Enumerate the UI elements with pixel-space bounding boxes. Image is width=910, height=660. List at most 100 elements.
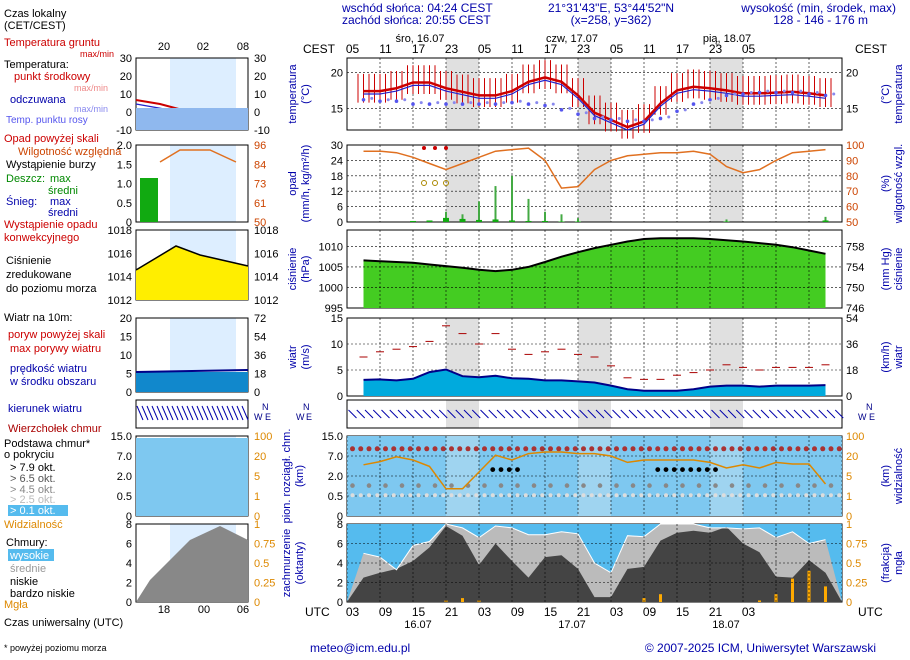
tick-right: 0.25	[846, 578, 867, 590]
cloud-base-dot	[474, 493, 479, 498]
legend-tick-left: 0.5	[117, 491, 132, 503]
storm-marker	[422, 146, 426, 150]
legend-rain-max: max	[50, 173, 71, 185]
cloud-top-dot	[622, 446, 628, 452]
utc-hour-label: 03	[742, 605, 756, 619]
dew-point	[823, 93, 828, 98]
tick-left: 2.0	[328, 471, 343, 483]
cloud-base-dot	[705, 493, 710, 498]
fog-bar	[824, 586, 827, 602]
wind-arrow	[579, 409, 588, 419]
dew-point	[403, 98, 407, 102]
legend-hour-top-1: 20	[158, 41, 170, 53]
legend-snow: Śnieg:	[6, 195, 37, 208]
cloud-base-dot	[383, 493, 388, 498]
grid-text: (x=258, y=362)	[571, 13, 652, 27]
legend-cover-fill	[136, 526, 248, 602]
cloud-base-dot	[630, 483, 636, 488]
axis-label: ciśnienie (hPa)	[287, 248, 312, 291]
wind-arrow	[669, 409, 679, 419]
cloud-base-dot	[721, 493, 726, 498]
dew-point	[609, 118, 613, 122]
cloud-top-dot	[449, 446, 454, 452]
legend-tick-left: 0	[126, 387, 132, 399]
rain-mid-bar	[723, 221, 730, 222]
legend-tick-left: 15	[120, 332, 132, 344]
wind-arrow	[620, 409, 630, 419]
cloud-top-dot	[539, 446, 545, 452]
cloud-top-dot	[399, 446, 405, 452]
dew-point	[386, 98, 390, 102]
cloud-base-dot	[631, 493, 635, 498]
legend-tick-right: 20	[254, 71, 266, 83]
cloud-top-dot	[803, 446, 809, 452]
cloud-base-dot	[589, 493, 594, 498]
legend-cover-title: Chmury:	[6, 537, 48, 549]
legend-wind-arrow	[226, 405, 234, 421]
wind-arrow	[471, 409, 481, 419]
cloud-base-dot	[400, 493, 404, 498]
rain-mid-bar	[492, 219, 499, 222]
wind-arrow	[768, 409, 778, 419]
dew-point	[601, 115, 605, 119]
axis-label-text: (oktanty)	[294, 542, 306, 585]
dew-point	[749, 91, 753, 95]
dew-point	[642, 119, 646, 124]
tick-left: 15	[331, 103, 343, 115]
legend-tick-left: 1.0	[117, 179, 132, 191]
legend-temp-feels-sub: max/min	[74, 104, 108, 114]
axis-label-text: wiatr	[893, 345, 905, 370]
legend-tick-left: 0	[126, 217, 132, 229]
wind-arrow	[562, 409, 572, 419]
legend-tick-left: 20	[120, 313, 132, 325]
dew-point	[568, 106, 572, 110]
legend-temp-title: Temperatura:	[4, 59, 69, 71]
legend-snow-mid: średni	[48, 207, 78, 219]
storm-marker	[433, 146, 437, 150]
utc-hour-label: 09	[511, 605, 525, 619]
cloud-top-dot	[647, 446, 652, 452]
cloud-base-dot	[754, 493, 759, 498]
cloud-base-dot	[523, 493, 528, 498]
legend-cover-mid: średnie	[10, 563, 46, 575]
local-hour-label: 17	[412, 42, 426, 56]
elevation-values: 128 - 146 - 176 m	[773, 13, 868, 27]
cloud-base-dot	[730, 493, 734, 498]
day-label-2: czw, 17.07	[546, 33, 598, 45]
legend-footnote: * powyżej poziomu morza	[4, 643, 107, 653]
legend-tick-left: 0	[126, 597, 132, 609]
utc-hour-label: 15	[412, 605, 426, 619]
wind-arrow	[760, 409, 770, 419]
cloud-top-dot	[746, 446, 751, 452]
axis-label-text: ciśnienie	[287, 248, 299, 291]
cloud-base-dot	[812, 493, 817, 498]
cloud-top-dot	[572, 446, 578, 452]
cloud-base-dot	[424, 493, 429, 498]
legend-wind-arrow	[241, 405, 249, 421]
tick-left: 1005	[319, 262, 343, 274]
legend-tick-left: 2.0	[117, 140, 132, 152]
legend-hour-top-2: 02	[197, 41, 209, 53]
cloud-top-dot	[729, 446, 735, 452]
wind-arrow	[612, 409, 621, 419]
legend-wind-arrow	[201, 405, 209, 421]
wind-arrow	[653, 409, 663, 419]
legend-tick-right: 20	[254, 451, 266, 463]
legend-night-precip	[170, 145, 236, 222]
cloud-base-dot	[565, 493, 569, 498]
local-hour-label: 11	[511, 42, 524, 56]
footer-email[interactable]: meteo@icm.edu.pl	[310, 641, 410, 655]
coords-text: 21°31'43"E, 53°44'52"N	[548, 1, 674, 15]
legend-precip-above: Opad powyżej skali	[4, 133, 99, 145]
legend-tick-right: 1	[254, 491, 260, 503]
utc-hour-label: 03	[346, 605, 360, 619]
rain-mid-bar	[509, 220, 515, 222]
legend-tick-left: 20	[120, 71, 132, 83]
dew-point	[592, 116, 597, 121]
legend-wind-arrow	[161, 405, 169, 421]
dew-point	[617, 116, 621, 120]
rain-mid-bar	[459, 218, 466, 222]
cloud-top-dot	[416, 446, 421, 452]
dew-point	[518, 99, 522, 103]
